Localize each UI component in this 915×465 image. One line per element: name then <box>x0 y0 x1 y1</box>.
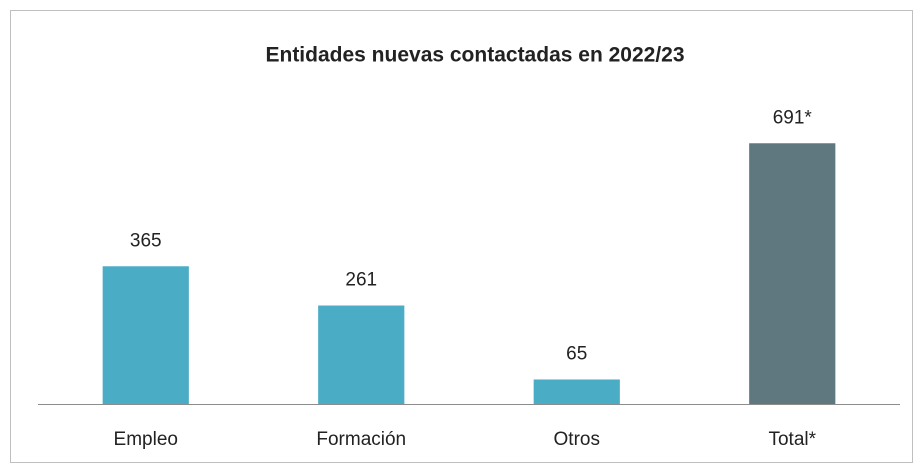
chart-title: Entidades nuevas contactadas en 2022/23 <box>265 44 684 67</box>
bar <box>318 305 405 404</box>
x-tick-label: Empleo <box>114 429 178 450</box>
bar <box>533 379 620 404</box>
bar <box>749 143 836 404</box>
value-label: 261 <box>345 270 377 291</box>
x-tick-label: Otros <box>554 429 600 450</box>
bar <box>102 266 189 404</box>
x-tick-label: Formación <box>316 429 406 450</box>
value-label: 365 <box>130 230 162 251</box>
value-label: 65 <box>566 343 587 364</box>
x-tick-label: Total* <box>768 429 816 450</box>
value-label: 691* <box>773 107 813 128</box>
